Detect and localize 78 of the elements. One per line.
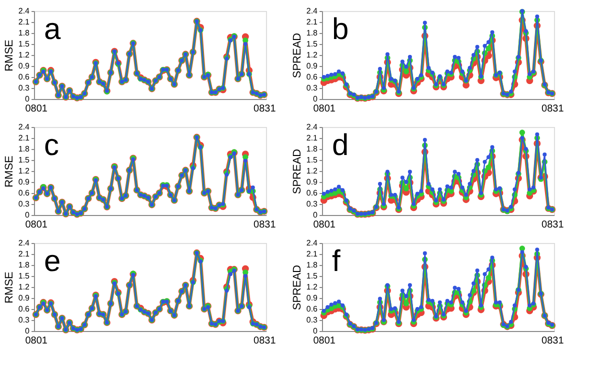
y-tick-label: 0.3 xyxy=(306,84,318,92)
y-tick-label: 2.4 xyxy=(306,238,318,248)
y-axis-title: RMSE xyxy=(3,272,16,304)
x-tick-label: 0801 xyxy=(313,336,336,346)
y-tick-label: 0.6 xyxy=(306,72,318,82)
y-tick-label: 0.9 xyxy=(18,62,30,70)
y-tick-label: 1.8 xyxy=(18,144,30,154)
y-tick-label: 1.8 xyxy=(18,260,30,270)
y-tick-label: 2.4 xyxy=(18,238,30,248)
y-tick-label: 1.5 xyxy=(18,156,30,164)
y-tick-label: 1.2 xyxy=(18,166,30,176)
x-tick-label: 0831 xyxy=(542,104,564,114)
y-tick-label: 0.6 xyxy=(306,188,318,198)
y-tick-label: 1.2 xyxy=(306,50,318,60)
y-axis-title: RMSE xyxy=(3,40,16,72)
x-tick-label: 0831 xyxy=(254,220,276,230)
annotation: c xyxy=(44,129,59,162)
x-tick-label: 0831 xyxy=(254,104,276,114)
y-tick-label: 0.6 xyxy=(18,304,30,314)
y-axis-title: SPREAD xyxy=(291,32,304,78)
y-tick-label: 2.1 xyxy=(18,18,30,26)
y-tick-label: 0.3 xyxy=(306,316,318,324)
annotation: b xyxy=(332,13,349,46)
y-axis-title: RMSE xyxy=(3,156,16,188)
x-tick-label: 0831 xyxy=(542,336,564,346)
y-tick-label: 2.1 xyxy=(306,250,318,258)
y-tick-label: 1.5 xyxy=(306,272,318,280)
x-tick-label: 0801 xyxy=(25,220,48,230)
y-tick-label: 0.9 xyxy=(306,178,318,186)
y-tick-label: 0 xyxy=(313,326,318,336)
y-tick-label: 2.4 xyxy=(18,122,30,132)
annotation: d xyxy=(332,129,349,162)
y-tick-label: 2.1 xyxy=(18,134,30,142)
y-tick-label: 2.1 xyxy=(306,134,318,142)
y-tick-label: 2.4 xyxy=(306,122,318,132)
annotation: a xyxy=(44,13,61,46)
y-tick-label: 0.3 xyxy=(18,200,30,208)
y-tick-label: 0 xyxy=(25,210,30,220)
annotation: e xyxy=(44,245,61,278)
x-tick-label: 0801 xyxy=(25,104,48,114)
y-tick-label: 0.9 xyxy=(18,178,30,186)
y-tick-label: 0 xyxy=(25,94,30,104)
y-tick-label: 0.9 xyxy=(306,294,318,302)
y-tick-label: 1.2 xyxy=(306,166,318,176)
x-tick-label: 0801 xyxy=(313,220,336,230)
y-tick-label: 1.2 xyxy=(18,282,30,292)
y-tick-label: 1.5 xyxy=(306,156,318,164)
y-tick-label: 0.3 xyxy=(306,200,318,208)
y-tick-label: 1.8 xyxy=(306,144,318,154)
y-tick-label: 0.9 xyxy=(306,62,318,70)
y-tick-label: 1.5 xyxy=(18,272,30,280)
y-tick-label: 0.6 xyxy=(18,72,30,82)
y-tick-label: 0.3 xyxy=(18,84,30,92)
y-tick-label: 0 xyxy=(25,326,30,336)
y-tick-label: 0.6 xyxy=(18,188,30,198)
y-tick-label: 1.8 xyxy=(306,260,318,270)
y-tick-label: 0 xyxy=(313,94,318,104)
y-tick-label: 1.5 xyxy=(306,40,318,48)
y-tick-label: 1.5 xyxy=(18,40,30,48)
y-tick-label: 2.4 xyxy=(18,6,30,16)
y-tick-label: 0.3 xyxy=(18,316,30,324)
x-tick-label: 0831 xyxy=(542,220,564,230)
y-tick-label: 2.4 xyxy=(306,6,318,16)
y-tick-label: 2.1 xyxy=(18,250,30,258)
x-tick-label: 0801 xyxy=(313,104,336,114)
x-tick-label: 0801 xyxy=(25,336,48,346)
y-tick-label: 0.6 xyxy=(306,304,318,314)
y-tick-label: 1.2 xyxy=(306,282,318,292)
y-tick-label: 1.8 xyxy=(306,28,318,38)
x-tick-label: 0831 xyxy=(254,336,276,346)
y-axis-title: SPREAD xyxy=(291,264,304,310)
y-tick-label: 0.9 xyxy=(18,294,30,302)
annotation: f xyxy=(332,245,341,278)
y-tick-label: 1.2 xyxy=(18,50,30,60)
y-tick-label: 2.1 xyxy=(306,18,318,26)
y-tick-label: 1.8 xyxy=(18,28,30,38)
y-tick-label: 0 xyxy=(313,210,318,220)
y-axis-title: SPREAD xyxy=(291,148,304,194)
